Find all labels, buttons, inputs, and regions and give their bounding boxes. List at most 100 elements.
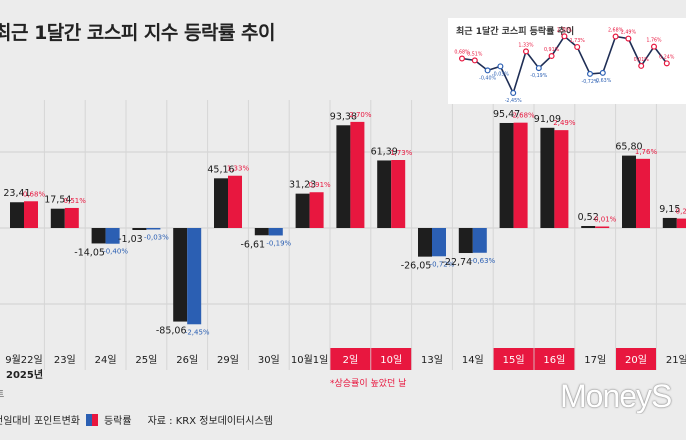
inset-point-label: -0,63% xyxy=(594,78,611,84)
rate-label: 0,91% xyxy=(308,181,331,189)
inset-point-label: -0,03% xyxy=(492,71,509,77)
category-label: 20일 xyxy=(625,354,647,366)
points-label: -85,06 xyxy=(156,326,187,337)
rate-bar xyxy=(105,228,120,244)
rate-bar xyxy=(595,226,610,228)
category-label: 13일 xyxy=(421,354,443,366)
inset-point-label: 2,68% xyxy=(608,28,624,34)
rate-label: 1,33% xyxy=(227,165,250,173)
points-label: 45,16 xyxy=(207,164,234,175)
legend: 전일대비 포인트변화 등락률 자료 : KRX 정보데이터시스템 xyxy=(0,412,273,427)
inset-point xyxy=(561,33,568,40)
points-bar xyxy=(10,202,24,228)
inset-point xyxy=(535,65,542,72)
inset-point-label: -0,40% xyxy=(479,75,496,81)
points-bar xyxy=(214,178,228,228)
inset-point-label: 2,49% xyxy=(621,30,637,36)
inset-point-label: 2,70% xyxy=(557,27,573,33)
points-bar xyxy=(458,228,473,254)
inset-point xyxy=(471,57,478,64)
inset-point xyxy=(638,62,645,69)
points-bar xyxy=(91,228,106,244)
legend-rate-label: 등락률 xyxy=(103,416,132,427)
inset-series-line xyxy=(461,35,668,96)
rate-label: 0,68% xyxy=(23,190,46,198)
points-bar xyxy=(581,226,596,228)
rate-label: 1,73% xyxy=(390,149,413,157)
category-label: 15일 xyxy=(503,354,525,366)
points-label: -26,05 xyxy=(401,261,432,272)
source-text: 자료 : KRX 정보데이터시스템 xyxy=(147,416,273,427)
inset-title: 최근 1달간 코스피 등락률 추이 xyxy=(456,27,575,37)
inset-point-label: -0,72% xyxy=(582,79,599,85)
category-label: 30일 xyxy=(258,354,280,366)
brand-watermark: MoneyS xyxy=(560,378,672,414)
rate-label: -0,40% xyxy=(103,248,128,256)
rate-label: -2,45% xyxy=(185,328,210,336)
inset-point xyxy=(599,69,606,76)
inset-point xyxy=(548,52,555,59)
points-label: 9,15 xyxy=(659,204,680,215)
inset-point xyxy=(574,43,581,50)
inset-point-label: 0,91% xyxy=(544,47,560,53)
points-label: -14,05 xyxy=(74,247,105,258)
rate-bar xyxy=(513,122,528,228)
rate-bar xyxy=(432,228,446,257)
points-label: 17,54 xyxy=(44,195,71,206)
rate-label: 1,76% xyxy=(635,148,658,156)
rate-bar xyxy=(350,121,365,228)
inset-point-label: 1,33% xyxy=(518,42,534,48)
category-label: 14일 xyxy=(462,354,484,366)
points-label: 93,38 xyxy=(330,111,357,122)
points-bar xyxy=(50,208,65,228)
category-label: 9월22일 xyxy=(5,354,43,366)
rate-label: 0,24% xyxy=(676,208,686,216)
inset-line-chart: 최근 1달간 코스피 등락률 추이 0,68% 0,51% -0,40% -0,03%… xyxy=(448,18,686,104)
points-bar xyxy=(295,193,310,228)
inset-point xyxy=(625,35,632,42)
inset-point-label: 1,76% xyxy=(646,38,662,44)
category-label: 17일 xyxy=(584,354,606,366)
points-label: 23,41 xyxy=(3,188,30,199)
rate-bar xyxy=(146,228,161,230)
legend-points-label: 전일대비 포인트변화 xyxy=(0,416,80,427)
points-bar xyxy=(418,228,432,257)
rate-bar xyxy=(24,201,38,228)
points-label: -1,03 xyxy=(118,234,143,245)
points-bar xyxy=(622,155,636,228)
points-label: 95,47 xyxy=(493,109,520,120)
highlight-box xyxy=(534,348,575,370)
category-label: 24일 xyxy=(95,354,117,366)
chart-title: 최근 1달간 코스피 지수 등락률 추이 xyxy=(0,22,276,44)
rate-label: -0,03% xyxy=(144,234,169,242)
points-bar xyxy=(377,160,392,228)
inset-point xyxy=(663,60,670,67)
category-label: 26일 xyxy=(176,354,198,366)
points-label: 31,23 xyxy=(289,180,316,191)
rate-bar xyxy=(268,228,283,236)
points-bar xyxy=(173,228,188,322)
points-bar xyxy=(540,127,555,228)
category-label: 16일 xyxy=(543,354,565,366)
inset-point-label: 0,68% xyxy=(454,50,470,56)
rate-label: 2,68% xyxy=(512,112,535,120)
category-label: 21일 xyxy=(666,354,686,366)
rate-label: -0,63% xyxy=(470,257,495,265)
rate-bar xyxy=(636,158,650,228)
inset-point xyxy=(522,48,529,55)
rate-bar xyxy=(64,207,79,228)
points-bar xyxy=(254,228,269,236)
rate-bar xyxy=(676,218,686,228)
inset-point xyxy=(510,89,517,96)
rate-label: 2,70% xyxy=(349,111,372,119)
highlight-box xyxy=(493,348,534,370)
inset-point xyxy=(459,55,466,62)
highlight-box xyxy=(330,348,371,370)
rate-bar xyxy=(554,130,569,228)
category-label: 10월1일 xyxy=(291,354,329,366)
inset-line-svg: 0,68%0,51% -0,40%-0,03% -2,45% 1,33% -0,19% 0… xyxy=(454,27,674,104)
points-label: -22,74 xyxy=(441,257,472,268)
rate-bar xyxy=(228,175,242,228)
inset-point-label: -0,19% xyxy=(530,73,547,79)
